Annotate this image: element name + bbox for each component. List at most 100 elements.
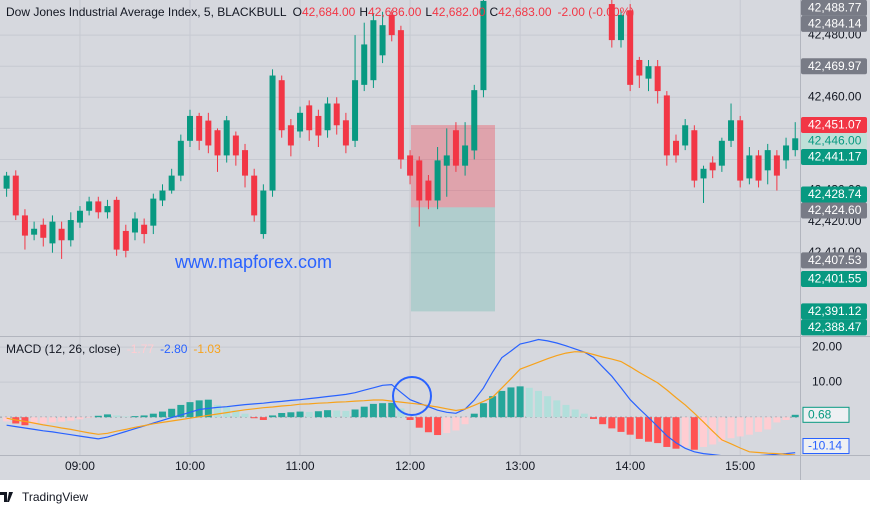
- price-badge-label: 42,446.00: [808, 134, 862, 148]
- histogram-bar: [85, 417, 93, 418]
- footer-bar: [0, 480, 870, 515]
- histogram-bar: [158, 411, 166, 418]
- candle-body: [388, 14, 395, 36]
- histogram-bar: [76, 417, 84, 420]
- macd-value: -1.03: [193, 342, 221, 356]
- price-badge-label: 42,451.07: [808, 118, 862, 132]
- price-badge-label: 42,484.14: [808, 17, 862, 31]
- histogram-bar: [516, 386, 524, 418]
- candle-body: [269, 75, 276, 191]
- candle-body: [86, 201, 93, 211]
- histogram-bar: [195, 400, 203, 418]
- candle-body: [168, 175, 175, 191]
- histogram-bar: [140, 415, 148, 418]
- histogram-bar: [672, 417, 680, 449]
- candle-body: [370, 20, 377, 81]
- histogram-bar: [58, 417, 66, 422]
- histogram-bar: [287, 412, 295, 418]
- ohlc-key: L: [425, 5, 432, 19]
- y-tick-label: 10.00: [812, 374, 842, 388]
- histogram-bar: [571, 409, 579, 418]
- histogram-bar: [223, 406, 231, 418]
- candle-body: [315, 115, 322, 136]
- histogram-bar: [681, 417, 689, 447]
- candle-body: [278, 80, 285, 131]
- histogram-bar: [269, 415, 277, 418]
- watermark: www.mapforex.com: [174, 252, 332, 272]
- price-badge-label: 42,469.97: [808, 59, 862, 73]
- histogram-bar: [470, 413, 478, 418]
- histogram-bar: [103, 414, 111, 418]
- indicator-badge: [802, 438, 850, 454]
- histogram-bar: [67, 417, 75, 421]
- price-badge-label: 42,428.74: [808, 187, 862, 201]
- x-tick-label: 09:00: [65, 459, 95, 473]
- histogram-bar: [782, 417, 790, 420]
- candle-body: [324, 103, 331, 131]
- brand-name: TradingView: [22, 490, 88, 504]
- candle-body: [214, 130, 221, 156]
- candle-body: [645, 66, 652, 79]
- price-badge-label: 42,441.17: [808, 150, 862, 164]
- candle-body: [342, 120, 349, 146]
- price-badge: [801, 202, 867, 219]
- histogram-bar: [388, 402, 396, 418]
- candle-body: [3, 175, 10, 189]
- histogram-bar: [773, 417, 781, 423]
- price-badge-label: 42,388.47: [808, 320, 862, 334]
- x-tick-label: 12:00: [395, 459, 425, 473]
- candle-body: [122, 230, 129, 251]
- histogram-bar: [654, 417, 662, 444]
- histogram-bar: [406, 417, 414, 420]
- candle-body: [49, 221, 56, 244]
- candle-body: [251, 175, 258, 216]
- histogram-bar: [424, 417, 432, 433]
- histogram-bar: [122, 416, 130, 418]
- histogram-bar: [177, 404, 185, 418]
- candle-body: [636, 59, 643, 76]
- candle-body: [352, 80, 359, 141]
- candle-body: [764, 150, 771, 171]
- candle-body: [40, 224, 47, 238]
- price-pane: [3, 0, 799, 312]
- candle-body: [682, 125, 689, 146]
- axis-layer: 09:00 10:00 11:00 12:00 13:00 14:00 15:0042,41…: [65, 0, 867, 473]
- candle-body: [58, 228, 65, 241]
- candle-body: [673, 140, 680, 156]
- histogram-bar: [553, 400, 561, 418]
- ohlc-value: 42,684.00: [302, 5, 356, 19]
- histogram-bar: [562, 404, 570, 418]
- histogram-bar: [241, 413, 249, 418]
- ohlc-values: O42,684.00 H42,686.00 L42,682.00 C42,683.00…: [293, 5, 635, 19]
- candle-body: [462, 145, 469, 166]
- histogram-bar: [443, 417, 451, 433]
- price-badge: [801, 133, 867, 150]
- candle-body: [397, 30, 404, 160]
- x-tick-label: 10:00: [175, 459, 205, 473]
- y-tick-label: 42,460.00: [808, 89, 862, 103]
- histogram-bar: [635, 417, 643, 439]
- brand-logo: TradingView: [0, 490, 88, 504]
- candle-body: [260, 190, 267, 235]
- histogram-bar: [131, 416, 139, 418]
- macd-pane: [0, 338, 800, 455]
- histogram-bar: [342, 410, 350, 418]
- indicator-badge: [802, 406, 850, 423]
- candle-body: [718, 140, 725, 166]
- x-tick-label: 13:00: [505, 459, 535, 473]
- candle-body: [617, 14, 624, 41]
- histogram-bar: [736, 417, 744, 437]
- histogram-bar: [360, 406, 368, 418]
- histogram-bar: [525, 387, 533, 418]
- histogram-bar: [186, 402, 194, 418]
- candle-body: [480, 0, 487, 91]
- price-badge: [801, 15, 867, 32]
- histogram-bar: [489, 396, 497, 418]
- candle-body: [407, 155, 414, 176]
- candle-body: [361, 44, 368, 85]
- ohlc-value: 42,686.00: [368, 5, 422, 19]
- candle-body: [792, 138, 799, 151]
- indicator-line: [6, 338, 796, 455]
- histogram-bar: [149, 413, 157, 418]
- histogram-bar: [232, 410, 240, 418]
